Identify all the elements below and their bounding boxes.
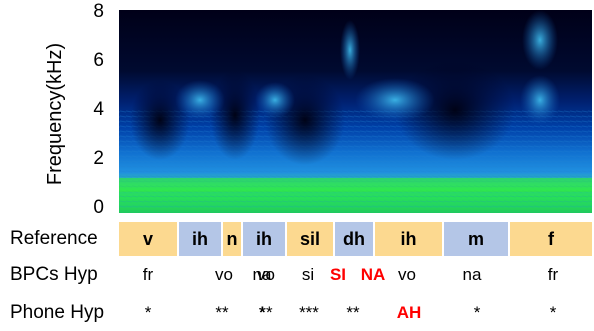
reference-phone-cell: ih: [243, 222, 285, 256]
row-label-phone-hyp: Phone Hyp: [10, 302, 105, 323]
phone-hyp-cell: **: [259, 303, 273, 322]
reference-phone-cell: f: [510, 222, 592, 256]
phone-hyp-cell: *: [258, 303, 266, 322]
y-tick-label: 6: [93, 50, 104, 71]
bpcs-hyp-cell: fr: [547, 265, 559, 284]
phone-hyp-cell: **: [346, 303, 360, 322]
reference-phone-cell: ih: [179, 222, 221, 256]
phone-hyp-cell: *: [549, 303, 557, 322]
reference-phone-cell: n: [223, 222, 241, 256]
bpcs-hyp-cell: NA: [360, 265, 386, 284]
phone-hyp-cell: **: [215, 303, 229, 322]
bpcs-hyp-cell: SI: [329, 265, 347, 284]
bpcs-hyp-cell: na: [252, 265, 272, 284]
y-tick-label: 2: [93, 148, 104, 169]
bpcs-hyp-cell: vo: [257, 265, 275, 284]
y-tick-label: 0: [93, 197, 104, 218]
phone-hyp-cell: ***: [299, 303, 319, 322]
reference-phone-cell: sil: [287, 222, 333, 256]
bpcs-hyp-cell: vo: [215, 265, 233, 284]
reference-phone-cell: v: [119, 222, 177, 256]
reference-phone-cell: m: [444, 222, 508, 256]
row-label-reference: Reference: [10, 228, 98, 249]
bpcs-hyp-cell: si: [301, 265, 315, 284]
row-label-bpcs-hyp: BPCs Hyp: [10, 264, 98, 285]
bpcs-hyp-cell: fr: [142, 265, 154, 284]
y-tick-label: 8: [93, 1, 104, 22]
phone-hyp-cell: AH: [396, 303, 422, 322]
phone-hyp-cell: *: [144, 303, 152, 322]
reference-phone-cell: ih: [375, 222, 442, 256]
bpcs-hyp-cell: na: [462, 265, 482, 284]
phone-hyp-cell: *: [473, 303, 481, 322]
bpcs-hyp-cell: vo: [398, 265, 416, 284]
y-ticks: 8 6 4 2 0: [84, 0, 104, 220]
reference-phone-cell: dh: [335, 222, 373, 256]
y-tick-label: 4: [93, 99, 104, 120]
